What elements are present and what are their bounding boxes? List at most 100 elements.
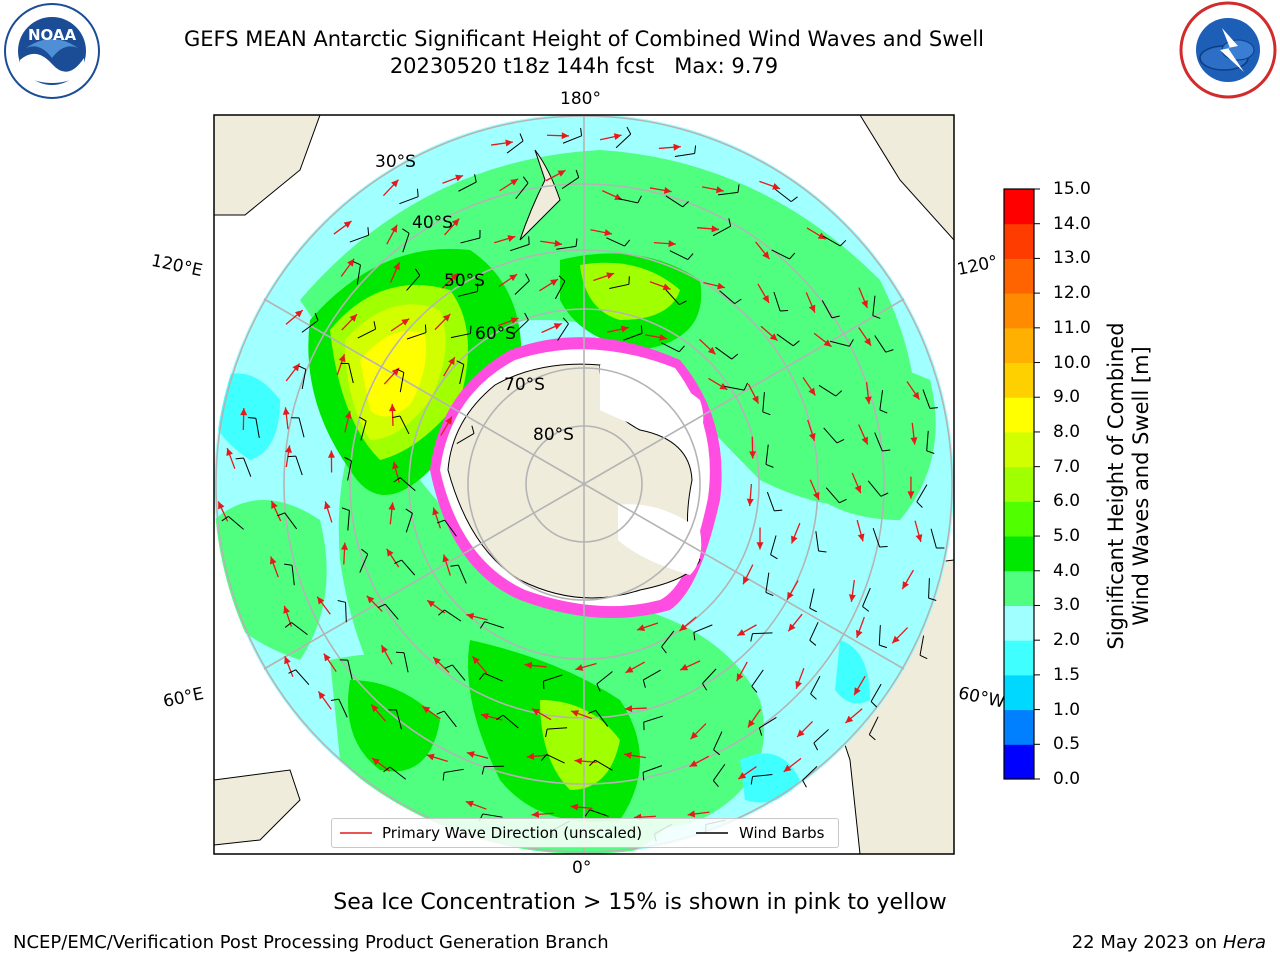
wave-arrow [742, 564, 754, 585]
colorbar-segment [1004, 674, 1034, 711]
colorbar [1003, 188, 1040, 780]
wind-barb [665, 195, 689, 208]
wind-barb [554, 275, 566, 300]
wind-barb [642, 669, 661, 688]
wave-arrow [746, 484, 754, 507]
wave-arrow [284, 656, 294, 677]
wind-barb [545, 727, 568, 738]
wave-arrow [421, 705, 441, 720]
wind-barb [615, 126, 632, 149]
wind-barb [674, 145, 697, 157]
wave-arrow [914, 520, 923, 543]
wind-barb [399, 188, 419, 205]
wind-barb [357, 321, 377, 339]
graticule [215, 115, 953, 854]
wave-arrow [805, 292, 816, 313]
wave-arrow [270, 500, 282, 522]
wind-barb [557, 317, 569, 341]
wave-arrow [679, 660, 701, 671]
colorbar-segment [1004, 501, 1034, 537]
wave-arrow [465, 800, 487, 810]
wave-arrow [226, 447, 236, 469]
wind-barb [444, 664, 466, 681]
wave-arrow [690, 723, 707, 740]
wave-arrow [341, 313, 358, 331]
wind-barb [719, 290, 742, 305]
wind-barb [874, 432, 891, 452]
wind-barb [775, 188, 798, 203]
wind-barb [406, 324, 427, 340]
wave-arrow [498, 273, 518, 288]
wind-barb [922, 389, 938, 409]
colorbar-segment [1004, 640, 1034, 676]
wave-arrow [689, 755, 710, 768]
wind-barb [513, 312, 529, 335]
wind-barb [395, 651, 409, 673]
wave-arrow [472, 655, 488, 674]
noaa-logo-text: NOAA [28, 26, 77, 44]
wind-barb [556, 238, 578, 250]
wave-arrow [624, 751, 647, 759]
wave-legend-label: Primary Wave Direction (unscaled) [382, 824, 643, 842]
colorbar-tick-label: 6.0 [1053, 491, 1081, 512]
wave-arrow [282, 407, 290, 430]
wave-arrow [441, 272, 459, 289]
wave-arrow [625, 661, 645, 674]
wave-arrow [333, 220, 352, 235]
wave-arrow [386, 548, 400, 568]
wind-barb [481, 765, 505, 775]
wind-barb [765, 444, 774, 468]
wave-arrow [649, 186, 672, 194]
wave-arrow [432, 507, 442, 529]
wind-barb [352, 261, 361, 285]
colorbar-segment [1004, 223, 1034, 259]
wind-barb [712, 218, 732, 237]
sea-ice-note: Sea Ice Concentration > 15% is shown in … [333, 890, 947, 915]
wind-barb [802, 765, 818, 788]
wind-barb [514, 273, 530, 295]
wave-arrow [324, 501, 333, 523]
wind-barb [406, 268, 421, 291]
colorbar-segment [1004, 709, 1034, 745]
wave-arrow [787, 613, 803, 632]
wind-barb [669, 250, 694, 261]
wave-arrow [443, 356, 456, 377]
wave-arrow [703, 281, 726, 290]
wind-barb [765, 572, 774, 597]
wave-arrow [480, 712, 503, 721]
wind-barb [596, 671, 613, 692]
colorbar-tick-label: 7.0 [1053, 456, 1081, 477]
wave-arrow [649, 281, 671, 291]
wind-barb [458, 174, 477, 192]
lat-label-70s: 70°S [504, 375, 545, 395]
colorbar-tick-label: 8.0 [1053, 421, 1081, 442]
wave-arrow [749, 436, 757, 459]
wave-arrow [390, 262, 401, 283]
wind-barb [588, 709, 609, 727]
new-zealand-land [519, 149, 561, 241]
wave-arrow [434, 313, 451, 331]
colorbar-tick-label: 2.0 [1053, 630, 1081, 651]
lat-label-60s: 60°S [475, 324, 516, 344]
wave-arrow [240, 407, 248, 430]
wind-barb [718, 184, 740, 196]
colorbar-segment [1004, 293, 1034, 329]
colorbar-title: Significant Height of Combined Wind Wave… [1104, 322, 1153, 650]
wave-arrow [285, 363, 301, 382]
wind-barb [870, 683, 882, 708]
wave-arrow [575, 662, 597, 671]
colorbar-segment [1004, 744, 1034, 780]
wind-barb [715, 346, 739, 360]
wind-barb [388, 709, 402, 730]
wind-barb [542, 674, 563, 690]
wave-arrow [570, 803, 593, 811]
wind-barb [809, 621, 819, 646]
colorbar-tick-label: 1.0 [1053, 699, 1081, 720]
colorbar-tick-label: 5.0 [1053, 526, 1081, 547]
wave-arrow [593, 272, 615, 282]
wave-arrow [545, 169, 566, 182]
wind-barb [394, 559, 416, 576]
wind-barb [643, 715, 663, 731]
wind-barb [771, 249, 796, 260]
wind-barb [337, 600, 347, 623]
